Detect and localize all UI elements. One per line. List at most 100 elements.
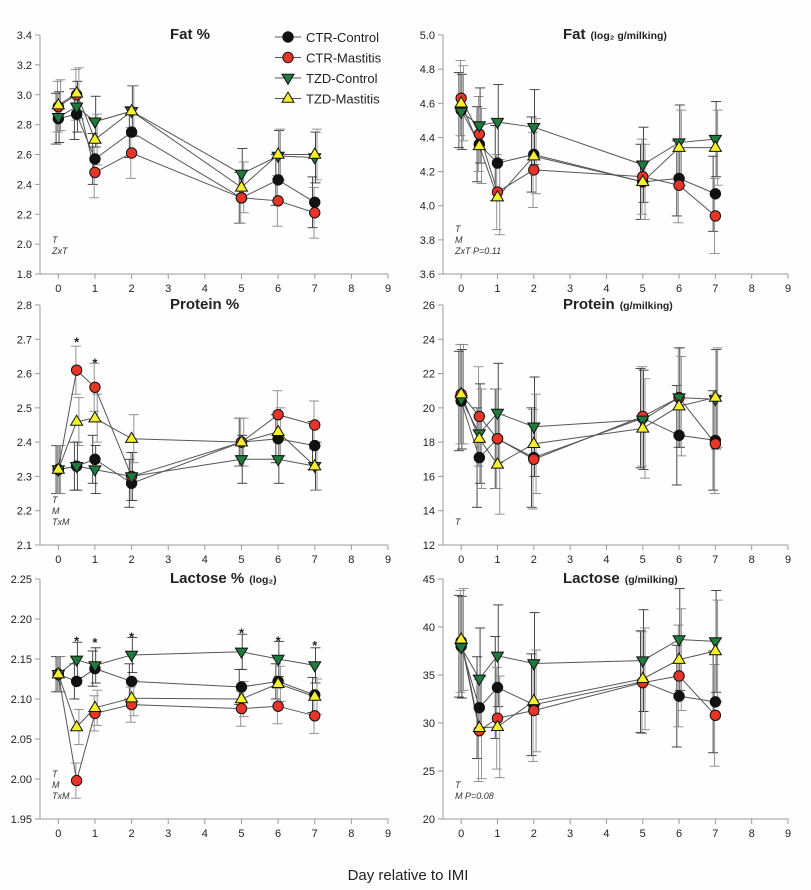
data-point-tzd-mastitis: [708, 643, 723, 656]
y-tick-label: 1.8: [17, 269, 32, 281]
data-point-tzd-mastitis: [472, 431, 487, 443]
data-point-ctr-mastitis: [673, 670, 685, 682]
data-point-tzd-mastitis: [69, 414, 84, 426]
y-tick-label: 2.7: [17, 334, 32, 346]
x-tick-label: 9: [785, 283, 791, 295]
chart-panel-2: 3.6 3.8 4.0 4.2 4.4 4.6 4.8 5.0 0 1 2 3 4 5 6 7 8 9 Fat (lo…: [420, 26, 791, 295]
data-point-ctr-control: [272, 174, 284, 186]
x-tick-label: 6: [676, 283, 682, 295]
legend-label: CTR-Control: [306, 30, 379, 45]
legend-marker: [281, 73, 295, 86]
data-point-tzd-mastitis: [51, 462, 66, 474]
data-point-ctr-control: [673, 690, 685, 702]
data-point-tzd-control: [234, 455, 249, 467]
x-tick-label: 6: [676, 554, 682, 566]
data-point-tzd-control: [672, 635, 686, 647]
data-point-tzd-mastitis: [69, 719, 84, 732]
data-point-ctr-mastitis: [491, 433, 504, 445]
data-point-tzd-control: [234, 169, 249, 182]
y-tick-label: 2.2: [17, 506, 32, 518]
data-point-ctr-mastitis: [528, 704, 540, 717]
data-point-ctr-control: [709, 696, 722, 708]
data-point-ctr-mastitis: [125, 147, 138, 159]
y-tick-label: 2.8: [17, 300, 32, 312]
significance-star: *: [239, 625, 245, 640]
x-tick-label: 1: [92, 283, 98, 295]
data-point-tzd-mastitis: [307, 689, 322, 701]
data-point-tzd-mastitis: [708, 140, 723, 152]
legend-label: CTR-Mastitis: [306, 51, 382, 66]
data-point-tzd-control: [454, 107, 469, 120]
data-point-tzd-mastitis: [51, 666, 66, 679]
stat-annotation: T: [52, 769, 59, 779]
x-tick-label: 6: [275, 283, 281, 295]
data-point-tzd-mastitis: [88, 132, 102, 144]
data-point-tzd-control: [234, 647, 249, 660]
x-tick-label: 8: [749, 283, 755, 295]
data-point-tzd-control: [708, 637, 723, 649]
data-point-tzd-control: [88, 117, 102, 130]
x-tick-label: 1: [494, 283, 500, 295]
data-point-tzd-mastitis: [69, 85, 84, 98]
x-tick-label: 3: [567, 283, 573, 295]
x-tick-label: 3: [567, 554, 573, 566]
data-point-tzd-mastitis: [635, 174, 650, 187]
x-tick-label: 9: [385, 283, 391, 295]
stat-annotation: TxM: [52, 517, 70, 527]
y-tick-label: 2.10: [11, 694, 32, 706]
data-point-tzd-mastitis: [234, 691, 249, 704]
data-point-tzd-mastitis: [51, 97, 66, 110]
data-point-ctr-control: [709, 188, 722, 200]
y-tick-label: 2.25: [11, 574, 32, 586]
x-tick-label: 2: [531, 828, 537, 840]
y-tick-label: 22: [423, 369, 435, 381]
data-point-ctr-control: [89, 153, 101, 165]
y-tick-label: 26: [423, 300, 435, 312]
stat-annotation: M: [52, 506, 60, 516]
significance-star: *: [312, 638, 318, 653]
data-point-ctr-control: [125, 675, 138, 688]
data-point-ctr-mastitis: [709, 438, 722, 450]
x-tick-label: 4: [603, 828, 609, 840]
data-point-ctr-mastitis: [473, 410, 486, 423]
x-tick-label: 8: [348, 554, 354, 566]
x-tick-label: 7: [312, 828, 318, 840]
y-tick-label: 16: [423, 471, 435, 483]
data-point-tzd-control: [526, 422, 541, 435]
data-point-tzd-control: [271, 455, 285, 467]
y-tick-label: 2.8: [17, 120, 32, 132]
data-point-ctr-mastitis: [528, 164, 540, 176]
data-point-tzd-control: [69, 655, 84, 668]
x-tick-label: 8: [348, 828, 354, 840]
data-point-tzd-mastitis: [472, 720, 487, 732]
significance-star: *: [92, 635, 98, 650]
y-tick-label: 24: [423, 334, 435, 346]
y-tick-label: 4.6: [420, 98, 435, 110]
stat-annotation: T: [455, 517, 462, 527]
data-point-ctr-control: [473, 701, 486, 714]
y-tick-label: 2.1: [17, 540, 32, 552]
data-point-ctr-mastitis: [89, 166, 101, 179]
y-tick-label: 2.20: [11, 614, 32, 626]
data-point-tzd-control: [490, 651, 505, 664]
x-tick-label: 3: [165, 554, 171, 566]
x-tick-label: 9: [785, 828, 791, 840]
y-tick-label: 14: [423, 506, 435, 518]
chart-panel-3: 2.1 2.2 2.3 2.4 2.5 2.6 2.7 2.8 0 1 2 3 4 5 6 7 8 9 Protei…: [17, 296, 391, 566]
x-tick-label: 9: [385, 554, 391, 566]
x-tick-label: 1: [92, 828, 98, 840]
x-tick-label: 4: [603, 283, 609, 295]
stat-annotation: T: [52, 495, 59, 505]
data-point-tzd-mastitis: [526, 436, 541, 449]
data-point-tzd-control: [526, 659, 541, 671]
x-tick-label: 6: [676, 828, 682, 840]
y-tick-label: 4.0: [420, 201, 435, 213]
chart-panel-5: 1.95 2.00 2.05 2.10 2.15 2.20 2.25 0 1 2 3 4 5 6 7 8 9 La…: [11, 570, 391, 840]
data-point-ctr-control: [491, 157, 504, 169]
data-point-ctr-mastitis: [528, 453, 540, 465]
x-tick-label: 4: [603, 554, 609, 566]
panel-title-unit: (log₂ g/milking): [591, 30, 667, 42]
legend-marker: [281, 91, 295, 103]
